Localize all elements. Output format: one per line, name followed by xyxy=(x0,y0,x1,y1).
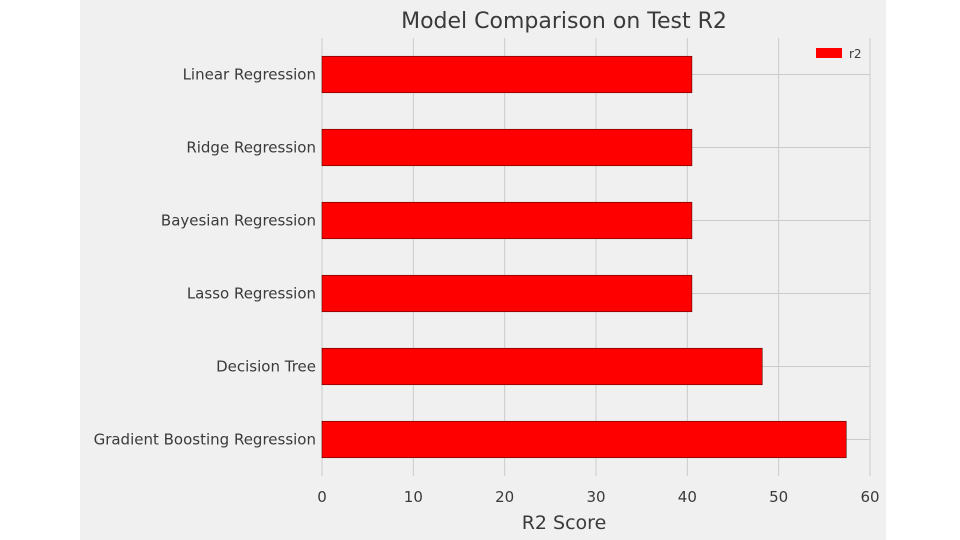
legend-label: r2 xyxy=(849,47,862,61)
chart-title: Model Comparison on Test R2 xyxy=(401,9,727,34)
category-label: Linear Regression xyxy=(183,66,316,84)
x-axis-ticks: 0 10 20 30 40 50 60 xyxy=(317,488,879,506)
x-tick-label: 30 xyxy=(586,488,605,506)
bar xyxy=(321,420,847,459)
legend-swatch xyxy=(816,48,842,58)
x-tick-label: 40 xyxy=(678,488,697,506)
x-tick-label: 20 xyxy=(495,488,514,506)
legend: r2 xyxy=(816,47,862,61)
category-label: Ridge Regression xyxy=(186,139,316,157)
x-tick-label: 0 xyxy=(317,488,327,506)
category-label: Decision Tree xyxy=(216,358,316,376)
bar xyxy=(321,128,693,167)
grid-lines xyxy=(321,38,871,476)
bar xyxy=(321,347,763,386)
x-tick-label: 60 xyxy=(860,488,879,506)
bar xyxy=(321,274,693,313)
category-label: Bayesian Regression xyxy=(161,212,316,230)
x-tick-label: 50 xyxy=(769,488,788,506)
category-label: Lasso Regression xyxy=(187,285,316,303)
bar-chart: Model Comparison on Test R2 Linear Regre… xyxy=(94,9,880,534)
bars xyxy=(321,55,847,459)
bar xyxy=(321,201,693,240)
category-label: Gradient Boosting Regression xyxy=(94,431,316,449)
category-labels: Linear Regression Ridge Regression Bayesia… xyxy=(94,66,316,449)
x-axis-label: R2 Score xyxy=(522,512,607,534)
bar xyxy=(321,55,693,94)
chart-figure: Model Comparison on Test R2 Linear Regre… xyxy=(80,0,886,540)
x-tick-label: 10 xyxy=(404,488,423,506)
